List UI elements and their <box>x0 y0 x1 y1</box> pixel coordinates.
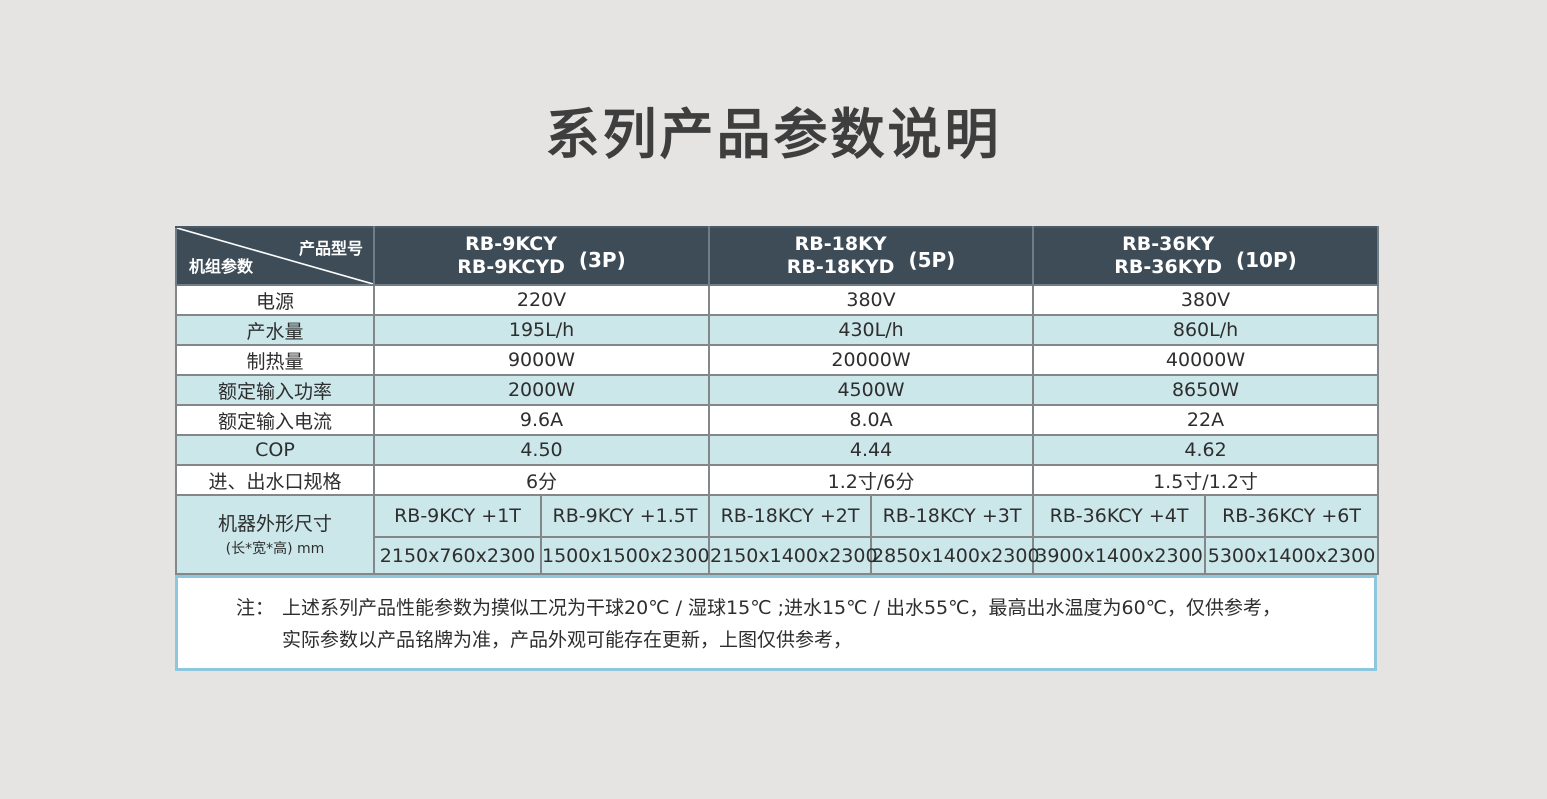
row-value: 1.2寸/6分 <box>708 464 1035 496</box>
spec-table: 产品型号 机组参数 RB-9KCY RB-9KCYD (3P) RB-18KY … <box>175 226 1380 575</box>
row-value: 860L/h <box>1032 314 1380 346</box>
dimension-size: 2150x760x2300 <box>373 536 542 575</box>
corner-label-unit-params: 机组参数 <box>189 257 254 276</box>
table-row-dimension-sizes: 2150x760x2300 1500x1500x2300 2150x1400x2… <box>176 536 1380 575</box>
row-label: 额定输入电流 <box>175 404 375 436</box>
row-value: 430L/h <box>708 314 1035 346</box>
table-row-rated-input-current: 额定输入电流 9.6A 8.0A 22A <box>175 404 1380 436</box>
dimension-config: RB-36KCY +4T <box>1032 494 1207 538</box>
row-value: 40000W <box>1032 344 1380 376</box>
dimension-size: 5300x1400x2300 <box>1204 536 1380 575</box>
corner-label-product-model: 产品型号 <box>298 239 363 258</box>
dimension-label-cell: 机器外形尺寸 (长*宽*高) mm <box>175 494 375 575</box>
dimension-config: RB-9KCY +1T <box>373 494 542 538</box>
row-value: 4.62 <box>1032 434 1380 466</box>
row-value: 22A <box>1032 404 1380 436</box>
model-header-10p: RB-36KY RB-36KYD (10P) <box>1032 226 1380 286</box>
table-row-water-production: 产水量 195L/h 430L/h 860L/h <box>175 314 1380 346</box>
table-row-dimension-configs: 机器外形尺寸 (长*宽*高) mm RB-9KCY +1T RB-9KCY +1… <box>175 494 1380 575</box>
table-row-pipe-spec: 进、出水口规格 6分 1.2寸/6分 1.5寸/1.2寸 <box>175 464 1380 496</box>
dimension-size: 2150x1400x2300 <box>708 536 878 575</box>
model-header-3p: RB-9KCY RB-9KCYD (3P) <box>372 226 711 286</box>
model-header-5p: RB-18KY RB-18KYD (5P) <box>708 226 1035 286</box>
model-name-line2: RB-36KYD <box>1114 256 1222 278</box>
row-value: 380V <box>708 284 1035 316</box>
table-row-power-supply: 电源 220V 380V 380V <box>175 284 1380 316</box>
row-value: 1.5寸/1.2寸 <box>1032 464 1380 496</box>
model-hp-badge: (3P) <box>578 248 626 272</box>
page-title: 系列产品参数说明 <box>545 103 1002 166</box>
corner-header-cell: 产品型号 机组参数 <box>175 226 375 286</box>
model-name-line2: RB-9KCYD <box>457 256 565 278</box>
row-value: 6分 <box>372 464 711 496</box>
dimension-config: RB-9KCY +1.5T <box>539 494 711 538</box>
diagonal-divider <box>177 228 373 284</box>
dimension-size: 1500x1500x2300 <box>539 536 711 575</box>
row-value: 380V <box>1032 284 1380 316</box>
row-label: 电源 <box>175 284 375 316</box>
table-header-row: 产品型号 机组参数 RB-9KCY RB-9KCYD (3P) RB-18KY … <box>175 226 1380 286</box>
table-row-cop: COP 4.50 4.44 4.62 <box>175 434 1380 466</box>
spec-sheet: 产品型号 机组参数 RB-9KCY RB-9KCYD (3P) RB-18KY … <box>175 226 1380 671</box>
table-row-rated-input-power: 额定输入功率 2000W 4500W 8650W <box>175 374 1380 406</box>
row-label: 额定输入功率 <box>175 374 375 406</box>
dimension-config: RB-36KCY +6T <box>1204 494 1380 538</box>
row-label: COP <box>175 434 375 466</box>
dimension-label: 机器外形尺寸 <box>217 512 332 535</box>
footnote-prefix: 注： <box>236 597 275 619</box>
model-name-line1: RB-18KY <box>794 233 887 255</box>
dimension-config: RB-18KCY +3T <box>870 494 1035 538</box>
row-value: 20000W <box>708 344 1035 376</box>
row-label: 进、出水口规格 <box>175 464 375 496</box>
row-value: 8650W <box>1032 374 1380 406</box>
dimension-size: 2850x1400x2300 <box>870 536 1040 575</box>
model-hp-badge: (10P) <box>1235 248 1297 272</box>
table-row-heating-capacity: 制热量 9000W 20000W 40000W <box>175 344 1380 376</box>
model-name-line1: RB-9KCY <box>465 233 557 255</box>
footnote-line2: 实际参数以产品铭牌为准，产品外观可能存在更新，上图仅供参考， <box>282 629 853 651</box>
row-value: 4.44 <box>708 434 1035 466</box>
dimension-config: RB-18KCY +2T <box>708 494 873 538</box>
footnote-box: 注： 上述系列产品性能参数为摸似工况为干球20℃ / 湿球15℃ ;进水15℃ … <box>175 575 1377 671</box>
dimension-size: 3900x1400x2300 <box>1032 536 1207 575</box>
dimension-sublabel: (长*宽*高) mm <box>225 540 325 557</box>
model-name-line2: RB-18KYD <box>786 256 895 278</box>
model-hp-badge: (5P) <box>908 248 956 272</box>
model-name-line1: RB-36KY <box>1122 233 1215 255</box>
footnote-line1: 上述系列产品性能参数为摸似工况为干球20℃ / 湿球15℃ ;进水15℃ / 出… <box>282 597 1281 619</box>
row-value: 8.0A <box>708 404 1035 436</box>
row-value: 195L/h <box>372 314 711 346</box>
row-value: 4500W <box>708 374 1035 406</box>
row-value: 4.50 <box>372 434 711 466</box>
row-value: 9.6A <box>372 404 711 436</box>
row-label: 制热量 <box>175 344 375 376</box>
row-value: 9000W <box>372 344 711 376</box>
row-value: 2000W <box>372 374 711 406</box>
row-value: 220V <box>372 284 711 316</box>
row-label: 产水量 <box>175 314 375 346</box>
